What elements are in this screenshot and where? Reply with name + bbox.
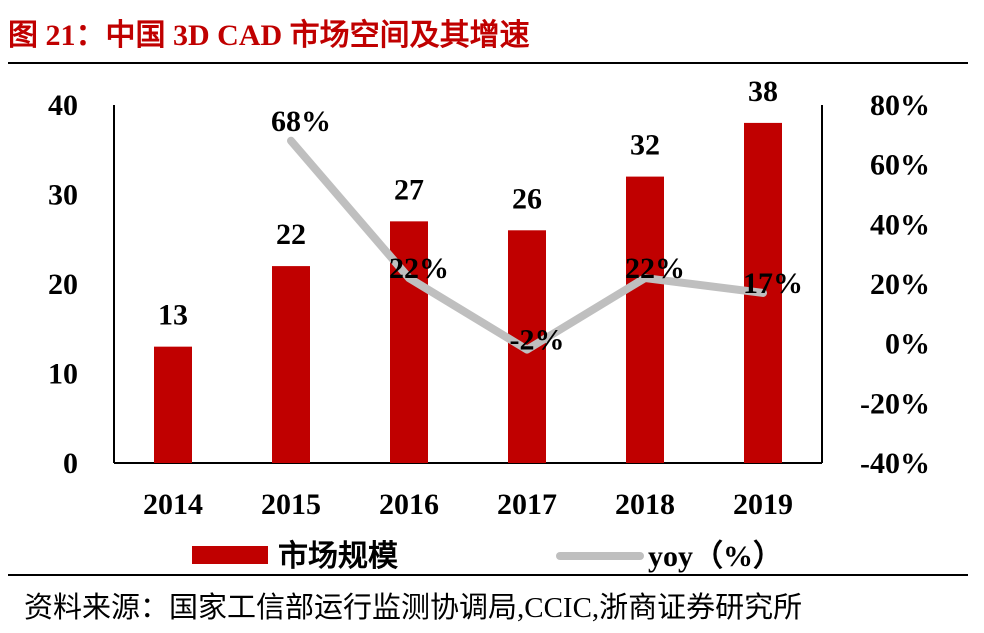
chart-title: 图 21：中国 3D CAD 市场空间及其增速 [8, 19, 530, 52]
yoy-point [762, 292, 764, 294]
source-note: 资料来源：国家工信部运行监测协调局,CCIC,浙商证券研究所 [24, 592, 803, 624]
right-tick-label: 20% [870, 268, 930, 301]
top-rule [8, 62, 968, 64]
bar-value-label: 27 [394, 173, 424, 206]
yoy-value-label: 22% [625, 252, 685, 285]
bar-value-label: 32 [630, 129, 660, 162]
yoy-point [290, 140, 292, 142]
right-tick-label: -20% [860, 387, 930, 420]
left-tick-label: 30 [48, 179, 78, 212]
yoy-point [408, 277, 410, 279]
yoy-value-label: 68% [271, 105, 331, 138]
bottom-rule [8, 574, 968, 576]
yoy-point [644, 277, 646, 279]
right-tick-label: 0% [885, 328, 930, 361]
x-tick-label: 2015 [261, 488, 321, 521]
left-tick-label: 40 [48, 89, 78, 122]
yoy-point [526, 349, 528, 351]
right-tick-label: -40% [860, 447, 930, 480]
right-tick-label: 60% [870, 149, 930, 182]
bar-value-label: 22 [276, 218, 306, 251]
right-tick-label: 80% [870, 89, 930, 122]
left-tick-label: 20 [48, 268, 78, 301]
left-tick-label: 10 [48, 358, 78, 391]
x-tick-label: 2019 [733, 488, 793, 521]
bar-value-label: 26 [512, 182, 542, 215]
x-tick-label: 2018 [615, 488, 675, 521]
legend-line-label: yoy（%） [648, 539, 783, 573]
left-tick-label: 0 [63, 447, 78, 480]
bar-value-label: 38 [748, 75, 778, 108]
bar [154, 346, 192, 463]
x-tick-label: 2017 [497, 488, 557, 521]
bar [272, 266, 310, 463]
right-tick-label: 40% [870, 208, 930, 241]
legend-bar-swatch [192, 546, 268, 564]
bar [626, 176, 664, 463]
bar-value-label: 13 [158, 299, 188, 332]
yoy-value-label: 22% [389, 252, 449, 285]
x-tick-label: 2016 [379, 488, 439, 521]
yoy-value-label: 17% [743, 267, 803, 300]
legend-bar-label: 市场规模 [278, 539, 398, 573]
yoy-value-label: -2% [510, 324, 565, 357]
x-tick-label: 2014 [143, 488, 203, 521]
